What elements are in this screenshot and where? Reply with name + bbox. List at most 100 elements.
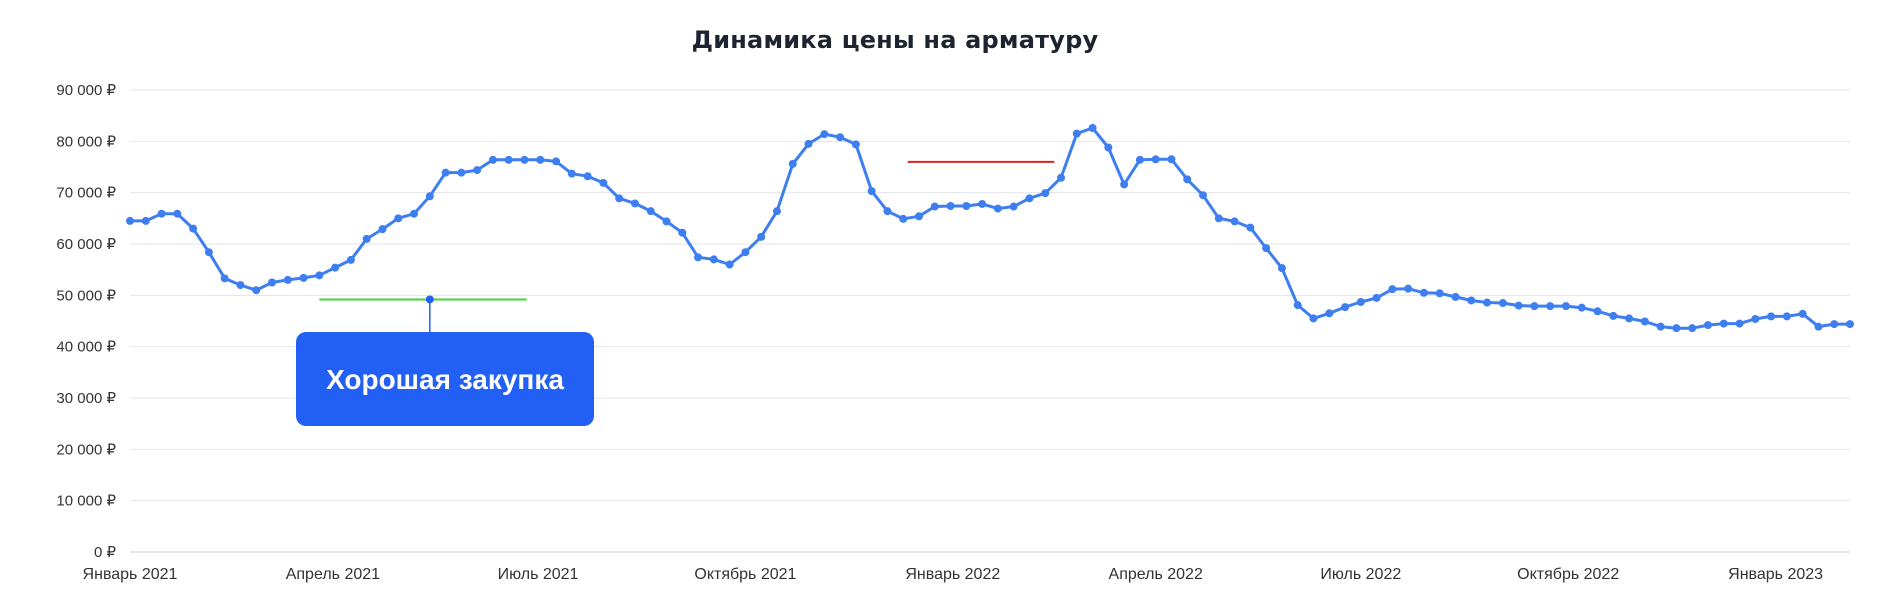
data-point xyxy=(1419,288,1428,297)
data-point xyxy=(978,199,987,208)
data-point xyxy=(1830,320,1839,329)
data-point xyxy=(1846,320,1854,329)
data-point xyxy=(615,194,624,203)
data-point xyxy=(899,214,908,223)
series-line xyxy=(128,126,1852,330)
data-point xyxy=(914,212,923,221)
data-point xyxy=(930,202,939,211)
data-point xyxy=(236,281,245,290)
data-point xyxy=(1041,189,1050,198)
data-point xyxy=(1167,155,1176,164)
data-point xyxy=(1467,296,1476,305)
y-tick-label: 30 000 ₽ xyxy=(56,390,116,407)
data-point xyxy=(1561,302,1570,311)
data-point xyxy=(1672,324,1681,333)
data-point xyxy=(425,192,434,201)
data-point xyxy=(126,216,134,225)
data-point xyxy=(725,260,734,269)
data-point xyxy=(1214,214,1223,223)
data-point xyxy=(678,228,687,237)
data-point xyxy=(1798,309,1807,318)
data-point xyxy=(1072,129,1081,138)
data-point xyxy=(741,248,750,257)
y-tick-label: 60 000 ₽ xyxy=(56,236,116,253)
data-point xyxy=(1498,299,1507,308)
data-point xyxy=(1546,302,1555,311)
annotation-box xyxy=(296,332,594,426)
data-point xyxy=(520,155,529,164)
data-point xyxy=(1609,311,1618,320)
data-point xyxy=(1404,284,1413,293)
data-point xyxy=(1293,301,1302,310)
data-point xyxy=(851,140,860,149)
x-tick-label: Январь 2022 xyxy=(905,566,1000,583)
reference-lines xyxy=(319,160,1055,301)
data-point xyxy=(1199,191,1208,200)
data-point xyxy=(1230,217,1239,226)
data-point xyxy=(189,224,198,233)
data-point xyxy=(1483,298,1492,307)
data-point xyxy=(1372,293,1381,302)
x-tick-label: Июль 2022 xyxy=(1320,566,1401,583)
y-tick-label: 70 000 ₽ xyxy=(56,185,116,202)
data-point xyxy=(1751,314,1760,323)
data-point xyxy=(1262,244,1271,253)
x-tick-label: Октябрь 2022 xyxy=(1517,566,1619,583)
data-point xyxy=(694,253,703,262)
data-point xyxy=(1640,317,1649,326)
x-tick-label: Апрель 2021 xyxy=(286,566,380,583)
data-point xyxy=(173,209,182,218)
data-point xyxy=(867,187,876,196)
data-point xyxy=(315,271,324,280)
data-point xyxy=(1104,143,1113,152)
data-point xyxy=(804,139,813,148)
data-point xyxy=(488,155,497,164)
annotation-label: Хорошая закупка xyxy=(326,364,564,395)
x-tick-label: Январь 2021 xyxy=(83,566,178,583)
data-point xyxy=(788,159,797,168)
data-point xyxy=(410,209,419,218)
data-point xyxy=(441,168,450,177)
data-point xyxy=(1593,307,1602,316)
data-point xyxy=(630,199,639,208)
data-point xyxy=(1151,155,1160,164)
data-point xyxy=(1277,264,1286,273)
grid-lines xyxy=(130,89,1850,553)
data-point xyxy=(567,169,576,178)
price-series xyxy=(126,123,1854,333)
data-point xyxy=(394,214,403,223)
chart-title: Динамика цены на арматуру xyxy=(691,26,1099,54)
data-point xyxy=(1183,175,1192,184)
data-point xyxy=(1625,314,1634,323)
data-point xyxy=(946,202,955,211)
data-point xyxy=(331,263,340,272)
data-point xyxy=(1388,285,1397,294)
data-point xyxy=(457,168,466,177)
data-point xyxy=(252,286,261,295)
data-point xyxy=(346,255,355,264)
data-point xyxy=(141,216,150,225)
data-point xyxy=(583,172,592,181)
data-point xyxy=(1688,324,1697,333)
y-tick-label: 0 ₽ xyxy=(94,544,117,561)
data-point xyxy=(993,204,1002,213)
data-point xyxy=(1009,202,1018,211)
data-point xyxy=(1735,319,1744,328)
data-point xyxy=(536,155,545,164)
data-point xyxy=(836,133,845,142)
data-point xyxy=(1530,302,1539,311)
data-point xyxy=(1309,314,1318,323)
x-tick-label: Июль 2021 xyxy=(498,566,579,583)
data-point xyxy=(1719,319,1728,328)
y-axis-ticks: 0 ₽ 10 000 ₽ 20 000 ₽ 30 000 ₽ 40 000 ₽ 50 00… xyxy=(56,82,116,561)
data-point xyxy=(1767,312,1776,321)
data-point xyxy=(283,275,292,284)
data-point xyxy=(473,166,482,175)
y-tick-label: 40 000 ₽ xyxy=(56,339,116,356)
data-point xyxy=(1341,303,1350,312)
y-tick-label: 80 000 ₽ xyxy=(56,133,116,150)
data-point xyxy=(599,178,608,187)
data-point xyxy=(1703,321,1712,330)
data-point xyxy=(1435,289,1444,298)
